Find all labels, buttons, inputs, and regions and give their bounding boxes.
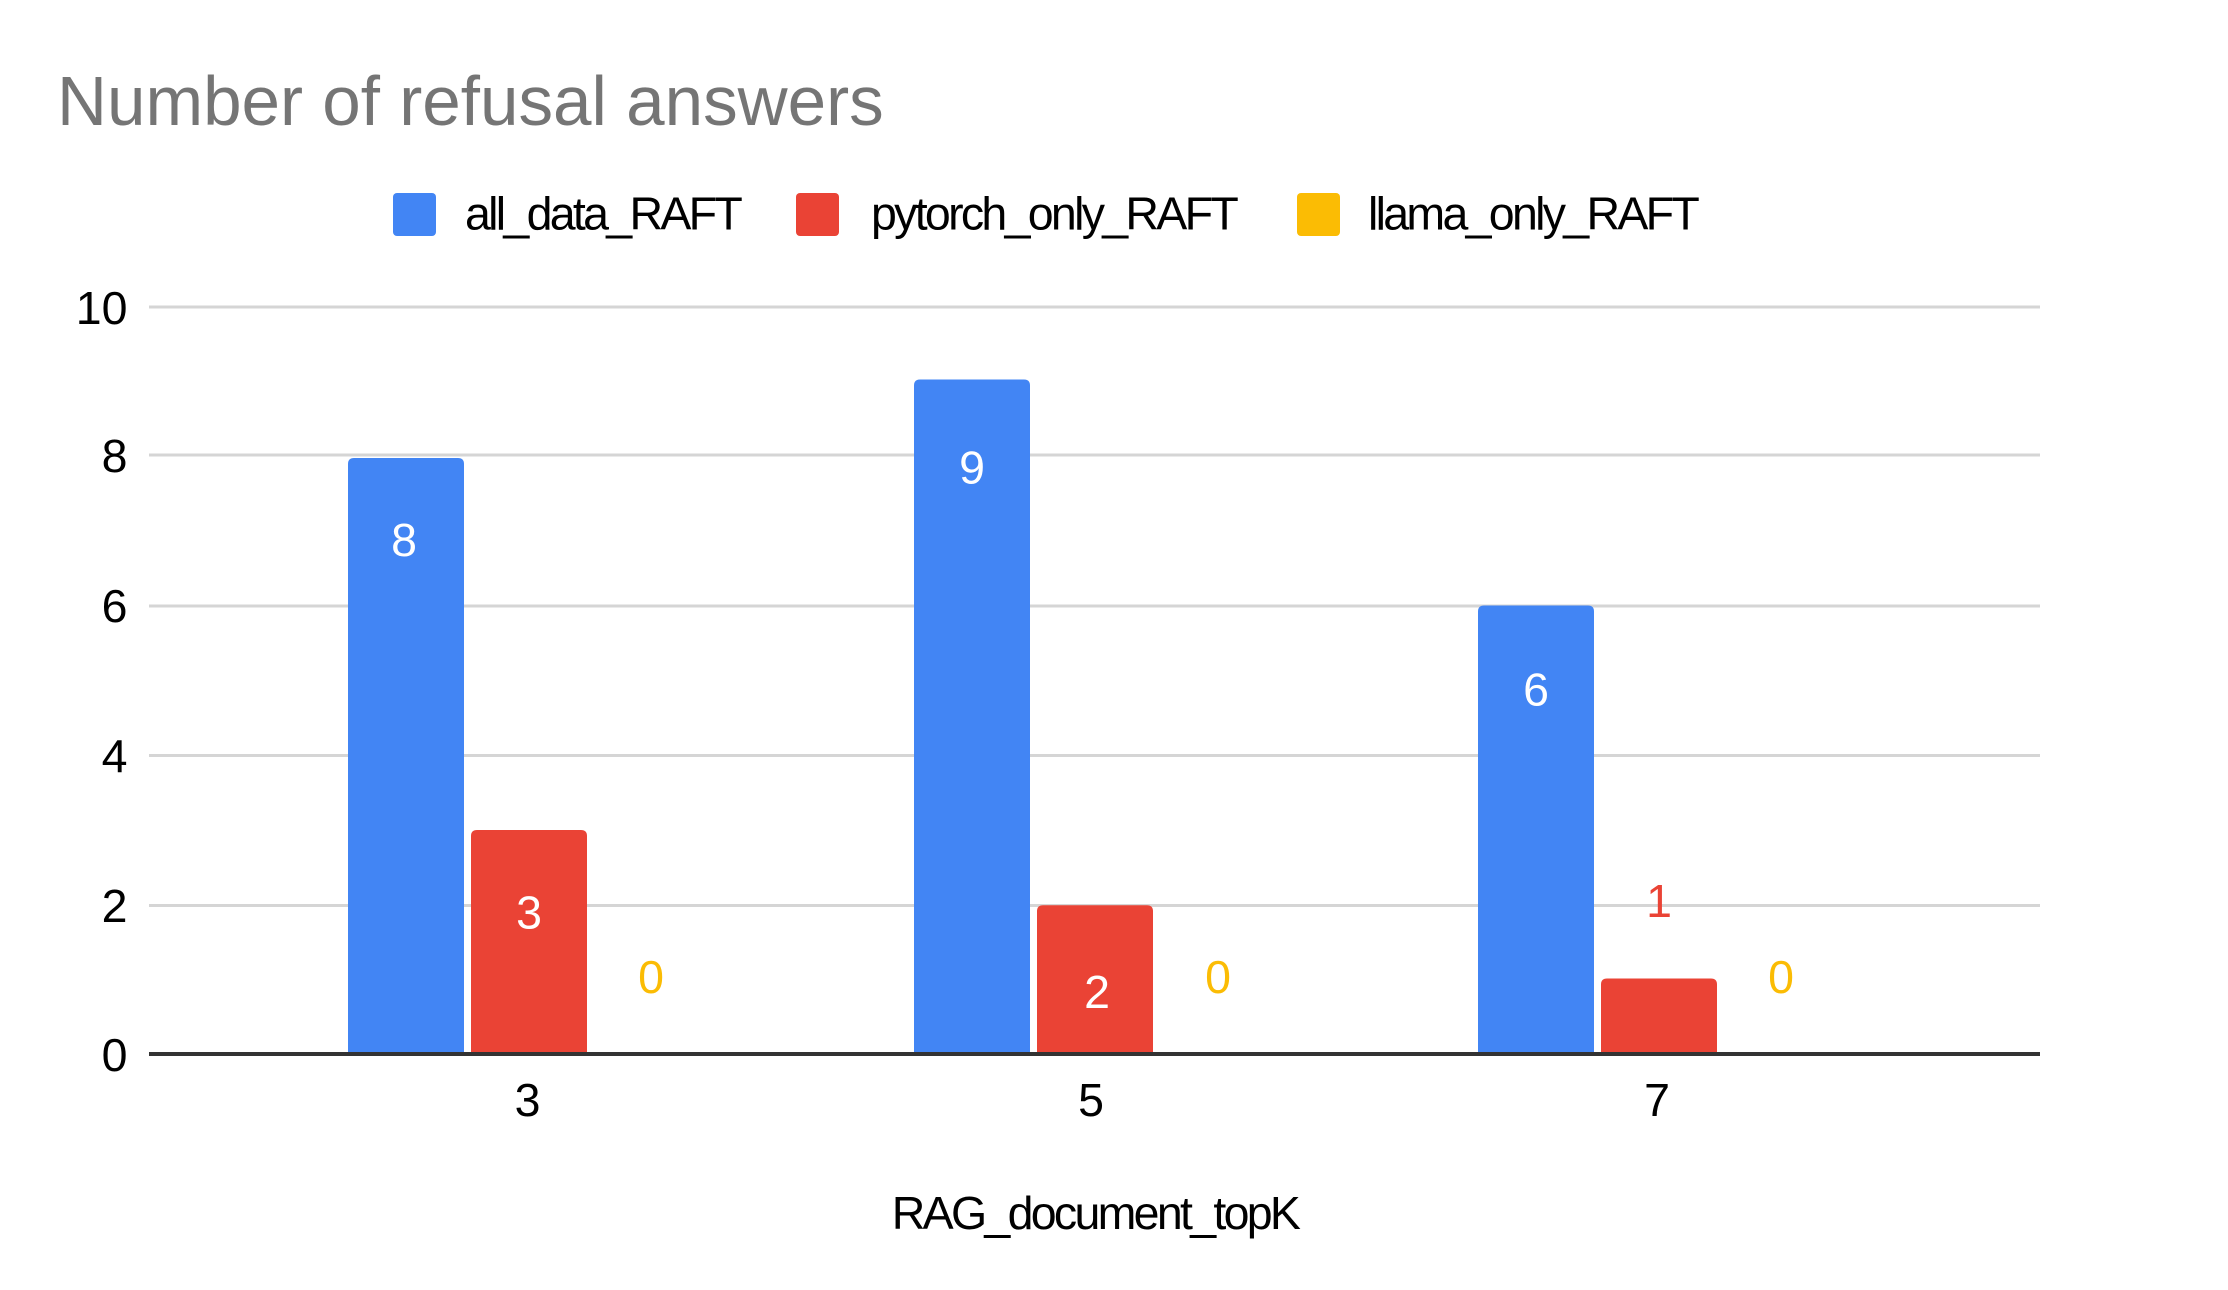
svg-text:0: 0 <box>1205 951 1231 1003</box>
svg-text:2: 2 <box>102 880 128 932</box>
svg-text:1: 1 <box>1646 875 1672 927</box>
svg-text:0: 0 <box>102 1029 128 1081</box>
svg-text:7: 7 <box>1644 1074 1670 1126</box>
svg-text:8: 8 <box>102 430 128 482</box>
svg-text:Number of refusal answers: Number of refusal answers <box>57 62 884 140</box>
svg-text:pytorch_only_RAFT: pytorch_only_RAFT <box>871 188 1238 240</box>
svg-text:6: 6 <box>1523 664 1549 716</box>
svg-text:3: 3 <box>516 887 542 939</box>
svg-text:6: 6 <box>102 580 128 632</box>
svg-text:0: 0 <box>1768 951 1794 1003</box>
svg-text:9: 9 <box>959 442 985 494</box>
svg-text:3: 3 <box>515 1074 541 1126</box>
svg-text:RAG_document_topK: RAG_document_topK <box>892 1187 1301 1239</box>
svg-text:2: 2 <box>1084 966 1110 1018</box>
svg-text:8: 8 <box>391 514 417 566</box>
svg-text:all_data_RAFT: all_data_RAFT <box>465 188 742 240</box>
svg-text:10: 10 <box>76 282 128 334</box>
svg-text:4: 4 <box>102 730 128 782</box>
svg-text:0: 0 <box>638 951 664 1003</box>
svg-text:llama_only_RAFT: llama_only_RAFT <box>1368 188 1699 240</box>
svg-text:5: 5 <box>1078 1074 1104 1126</box>
